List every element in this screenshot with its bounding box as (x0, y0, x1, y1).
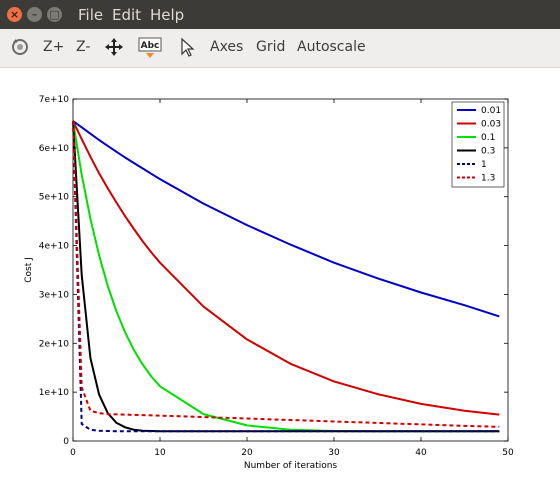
menu-file[interactable]: File (78, 6, 104, 24)
autoscale-button[interactable]: Autoscale (297, 39, 366, 55)
x-tick-label: 10 (154, 448, 166, 458)
x-tick-label: 50 (502, 448, 514, 458)
y-tick-label: 2e+10 (39, 339, 70, 349)
close-window-button[interactable]: × (7, 7, 22, 22)
rotate-icon[interactable] (9, 36, 31, 58)
series-line-0-01 (72, 120, 500, 318)
legend-label: 0.03 (481, 120, 501, 130)
plot-toolbar: Z+ Z- Abc Axes Grid Autoscale (0, 29, 560, 68)
axes-button[interactable]: Axes (210, 39, 244, 55)
x-tick-label: 0 (70, 448, 76, 458)
pointer-icon[interactable] (176, 36, 198, 58)
y-tick-label: 4e+10 (39, 242, 70, 252)
y-tick-label: 6e+10 (39, 144, 70, 154)
series-line-0-03 (72, 120, 500, 416)
menu-edit[interactable]: Edit (112, 6, 142, 24)
grid-button[interactable]: Grid (256, 39, 286, 55)
y-tick-label: 5e+10 (39, 193, 70, 203)
legend-label: 1 (481, 160, 487, 170)
legend-box (451, 101, 505, 188)
text-annotation-icon[interactable]: Abc (138, 36, 162, 60)
y-tick-label: 3e+10 (39, 290, 70, 300)
x-tick-label: 30 (328, 448, 340, 458)
legend-label: 0.3 (481, 147, 495, 157)
series-line-1 (72, 120, 500, 433)
text-icon-label: Abc (141, 41, 160, 51)
x-axis-label: Number of iterations (244, 461, 338, 471)
zoom-in-button[interactable]: Z+ (43, 39, 65, 55)
x-tick-label: 40 (415, 448, 427, 458)
plot-frame (72, 98, 509, 442)
legend-label: 1.3 (481, 174, 495, 184)
menu-help[interactable]: Help (150, 6, 185, 24)
y-axis-label: Cost J (24, 257, 34, 283)
series-line-1-3 (72, 120, 500, 428)
zoom-out-button[interactable]: Z- (76, 39, 91, 55)
x-tick-label: 20 (241, 448, 253, 458)
window-titlebar: × – □ File Edit Help (0, 0, 560, 29)
legend-label: 0.01 (481, 106, 501, 116)
minimize-window-button[interactable]: – (27, 7, 42, 22)
maximize-window-button[interactable]: □ (47, 7, 62, 22)
plot-canvas[interactable]: 0 10 20 30 40 50 0 1e+10 2e+10 3e+10 4e+10 5e+10 6e+… (0, 68, 560, 489)
y-tick-label: 1e+10 (39, 388, 70, 398)
legend-label: 0.1 (481, 133, 495, 143)
cost-chart: 0 10 20 30 40 50 0 1e+10 2e+10 3e+10 4e+10 5e+10 6e+… (24, 95, 514, 471)
y-tick-label: 0 (63, 437, 69, 447)
y-tick-label: 7e+10 (39, 95, 70, 105)
pan-icon[interactable] (103, 36, 125, 58)
